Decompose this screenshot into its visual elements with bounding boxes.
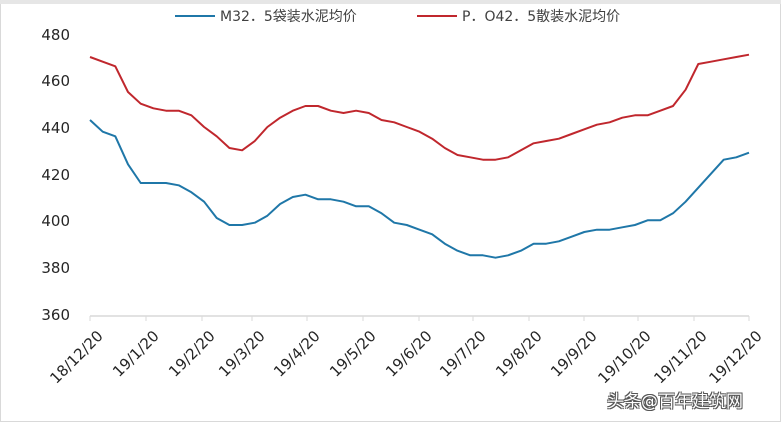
legend-item-m325: M32．5袋装水泥均价 — [175, 6, 357, 26]
series-lines — [89, 53, 750, 259]
legend-label-po425: P．O42．5散装水泥均价 — [462, 9, 621, 25]
top-border — [0, 0, 781, 4]
legend-label-m325: M32．5袋装水泥均价 — [220, 9, 357, 25]
y-tick-480: 480 — [41, 26, 70, 44]
chart-legend: M32．5袋装水泥均价 P．O42．5散装水泥均价 — [0, 6, 781, 28]
watermark: 头条@百年建筑网 — [607, 392, 743, 412]
series-line-m325 — [89, 119, 750, 259]
y-tick-440: 440 — [41, 119, 70, 137]
y-tick-400: 400 — [41, 212, 70, 230]
legend-swatch-red — [417, 15, 457, 17]
y-tick-360: 360 — [41, 306, 70, 324]
series-line-po425 — [89, 53, 750, 161]
y-tick-420: 420 — [41, 166, 70, 184]
x-axis — [89, 315, 750, 321]
y-tick-380: 380 — [41, 259, 70, 277]
legend-swatch-blue — [175, 15, 215, 17]
y-tick-460: 460 — [41, 72, 70, 90]
legend-item-po425: P．O42．5散装水泥均价 — [417, 6, 620, 26]
